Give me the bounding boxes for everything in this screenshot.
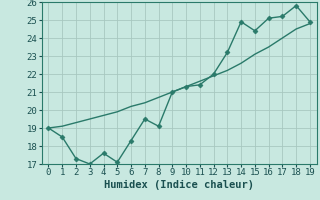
X-axis label: Humidex (Indice chaleur): Humidex (Indice chaleur) (104, 180, 254, 190)
